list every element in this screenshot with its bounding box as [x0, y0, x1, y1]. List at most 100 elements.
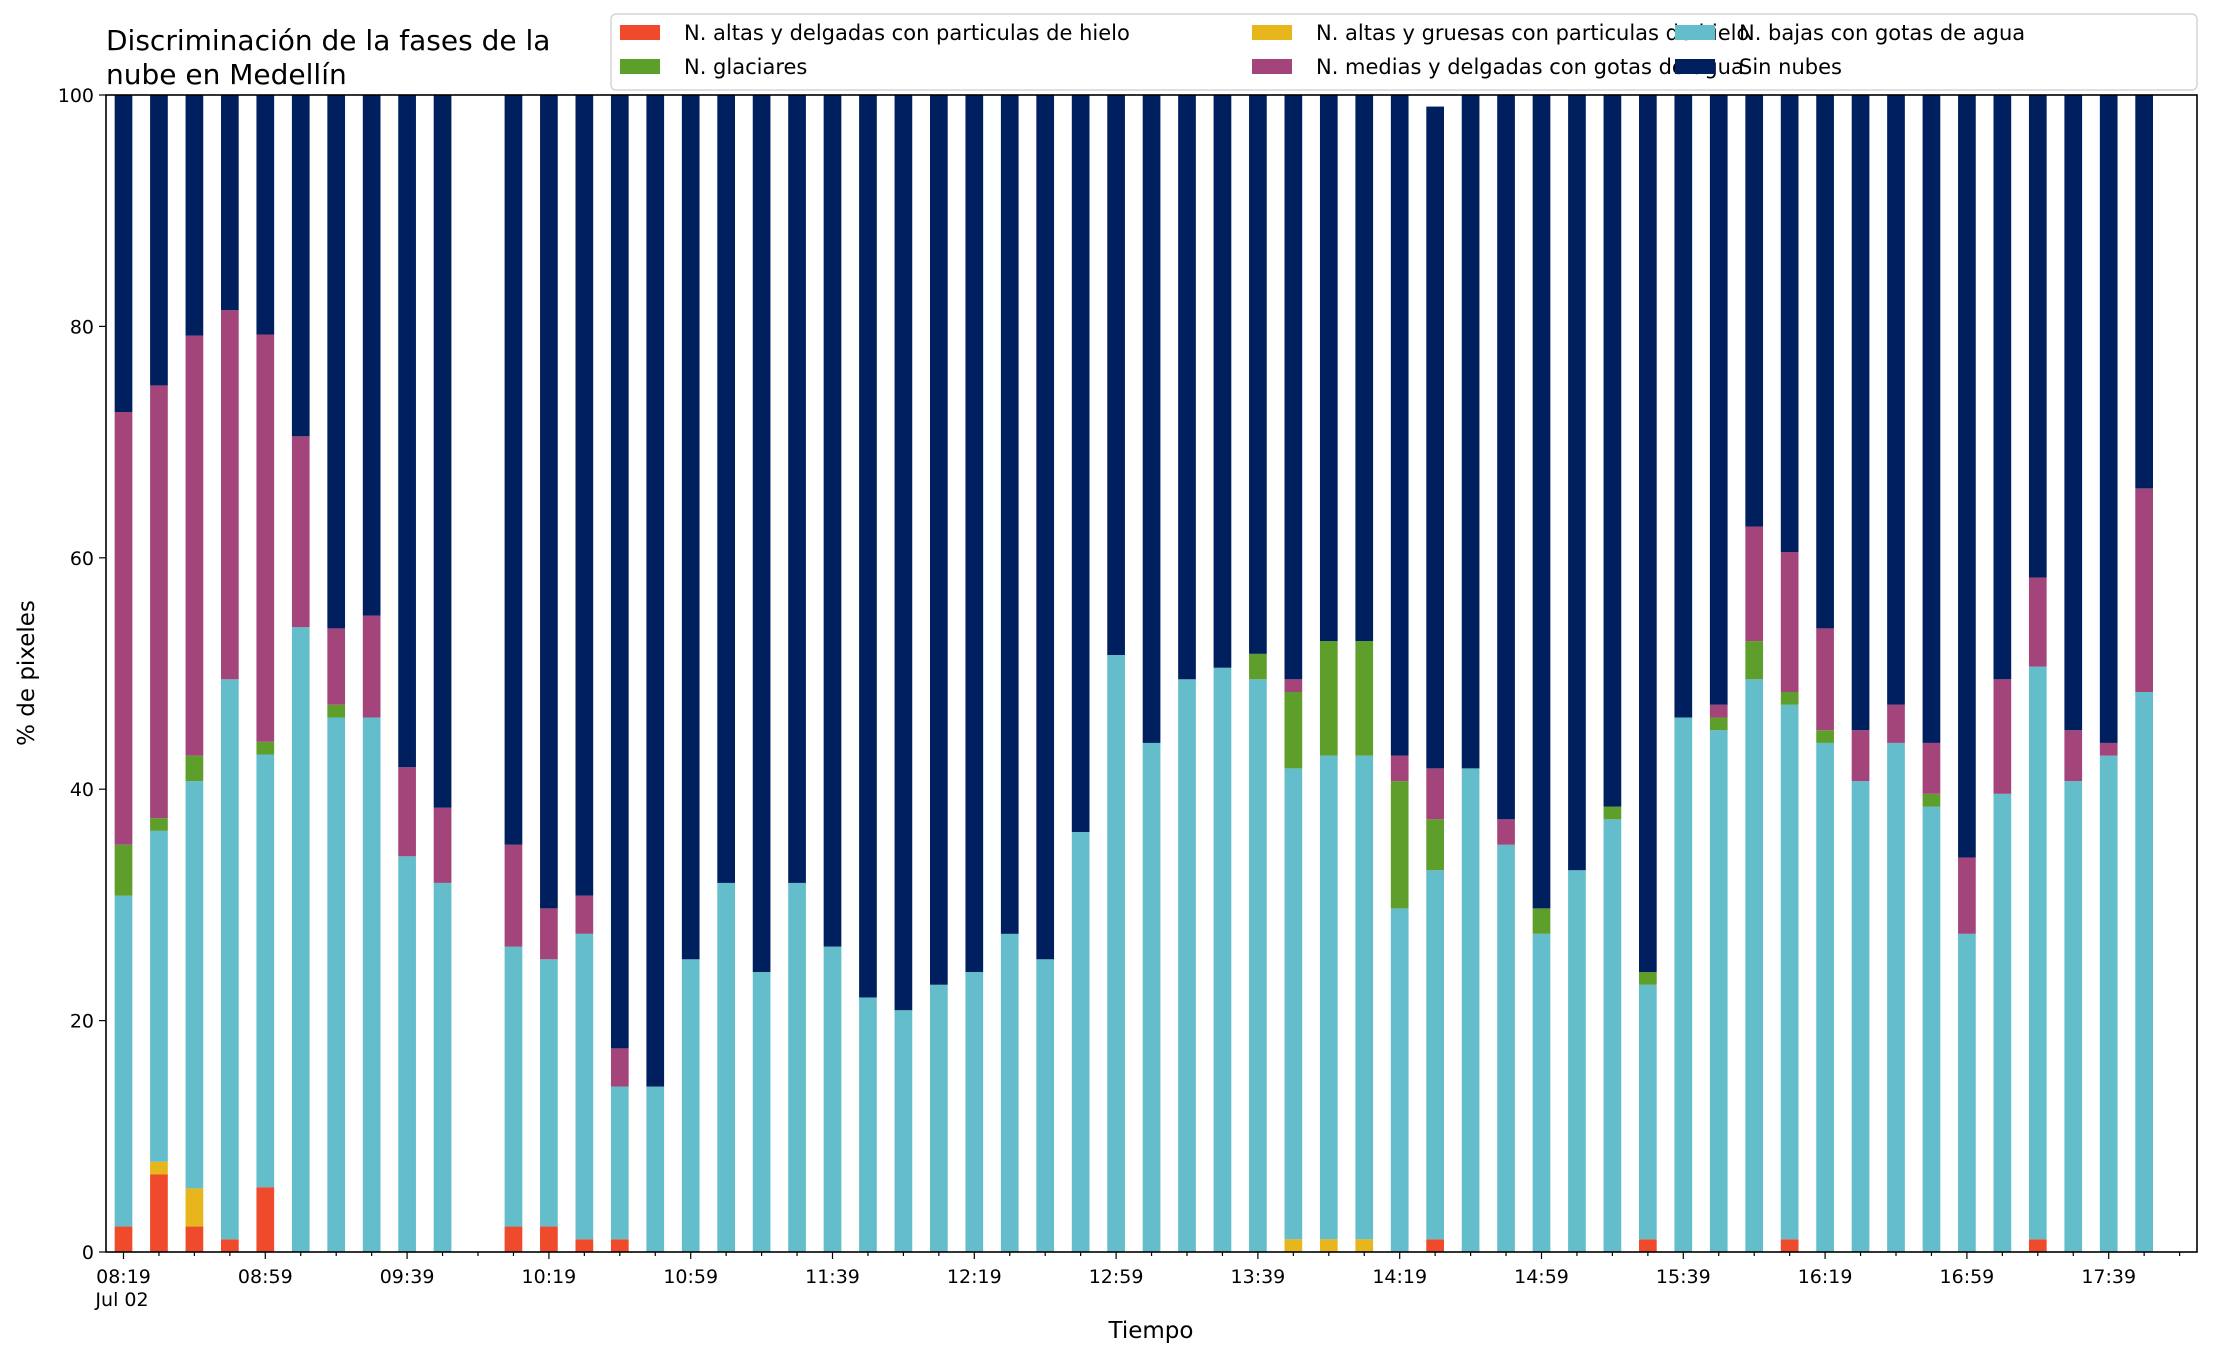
legend-swatch: [1252, 25, 1292, 40]
plot-frame: [105, 94, 2198, 1253]
x-date-label: Jul 02: [94, 1289, 148, 1311]
bar-segment-0829-s3: [150, 818, 168, 831]
bar-segment-1619-s2: [1816, 742, 1834, 1252]
bar-segment-1519-s3: [1603, 806, 1622, 820]
bar-segment-0819-s2: [114, 895, 133, 1227]
bar-segment-1529-s0: [1639, 1239, 1657, 1252]
bar-segment-0839-s2: [185, 781, 204, 1189]
bar-segment-1039-s4: [610, 1048, 629, 1087]
bar-segment-0859-s3: [256, 741, 275, 755]
bar-segment-1659-s2: [1958, 933, 1976, 1252]
legend-frame: [610, 13, 2198, 91]
bar-segment-1319-s2: [1178, 679, 1196, 1252]
bar-segment-1729-s2: [2064, 781, 2083, 1252]
y-tick-label: 100: [58, 85, 94, 107]
bar-segment-1709-s2: [1993, 793, 2012, 1252]
bar-segment-1349-s5: [1284, 95, 1303, 680]
bar-segment-0849-s0: [221, 1239, 239, 1252]
bar-segment-1339-s3: [1249, 653, 1267, 680]
bar-segment-1549-s5: [1709, 95, 1728, 705]
x-tick-label: 11:39: [805, 1266, 860, 1288]
bar-segment-1659-s5: [1958, 95, 1976, 858]
bar-segment-1559-s4: [1745, 526, 1764, 642]
bar-segment-1539-s2: [1674, 717, 1693, 1252]
bar-segment-1459-s3: [1532, 908, 1551, 934]
bar-segment-1329-s5: [1213, 95, 1232, 668]
bar-segment-0919-s5: [327, 95, 346, 629]
x-tick-label: 08:19: [96, 1266, 151, 1288]
bar-segment-1429-s0: [1426, 1239, 1444, 1252]
bar-segment-1459-s2: [1532, 933, 1551, 1252]
bar-segment-1019-s4: [540, 908, 558, 960]
bar-segment-1219-s2: [965, 972, 984, 1252]
bar-segment-1609-s2: [1780, 704, 1799, 1240]
bar-segment-1519-s5: [1603, 95, 1622, 807]
bar-segment-0829-s2: [150, 830, 168, 1162]
bar-segment-1359-s2: [1319, 755, 1338, 1240]
chart-title-line-2: nube en Medellín: [106, 58, 347, 91]
bar-segment-1749-s2: [2135, 692, 2153, 1252]
bar-segment-1259-s2: [1107, 654, 1125, 1252]
bar-segment-1049-s5: [646, 95, 665, 1087]
bar-segment-1349-s3: [1284, 692, 1303, 769]
bar-segment-1359-s1: [1319, 1239, 1338, 1252]
bar-segment-0829-s1: [150, 1161, 168, 1175]
bar-segment-1329-s2: [1213, 667, 1232, 1252]
bar-segment-0849-s4: [221, 310, 239, 680]
legend-swatch: [1675, 59, 1715, 74]
bar-segment-0909-s5: [291, 95, 310, 437]
bar-segment-1429-s2: [1426, 870, 1444, 1240]
bar-segment-1229-s5: [1000, 95, 1019, 934]
bar-segment-1639-s5: [1887, 95, 1905, 705]
legend: N. altas y delgadas con particulas de hi…: [610, 13, 2198, 91]
bar-segment-1019-s0: [540, 1226, 558, 1252]
x-tick-label: 15:39: [1656, 1266, 1711, 1288]
bar-segment-1659-s4: [1958, 857, 1976, 934]
bar-segment-1409-s5: [1355, 95, 1374, 642]
bar-segment-1439-s5: [1461, 95, 1480, 769]
y-tick-label: 60: [70, 548, 94, 570]
y-axis-title: % de pixeles: [14, 600, 40, 746]
bar-segment-1409-s3: [1355, 641, 1374, 756]
bar-segment-0949-s5: [433, 95, 452, 808]
bar-segment-1149-s5: [859, 95, 877, 998]
bar-segment-1729-s4: [2064, 730, 2083, 782]
bar-segment-1239-s5: [1036, 95, 1055, 960]
bar-segment-0919-s2: [327, 717, 346, 1252]
x-tick-label: 10:59: [663, 1266, 718, 1288]
bar-segment-1609-s3: [1780, 692, 1799, 705]
bar-segment-1709-s5: [1993, 95, 2012, 680]
bar-segment-0819-s0: [114, 1226, 133, 1252]
bar-segment-0859-s4: [256, 334, 275, 742]
bar-segment-1049-s2: [646, 1086, 665, 1252]
bar-segment-1449-s5: [1497, 95, 1515, 820]
bar-segment-0849-s5: [221, 95, 239, 311]
bar-segment-1059-s2: [681, 959, 700, 1252]
legend-label: Sin nubes: [1739, 55, 1842, 79]
bar-segment-1539-s5: [1674, 95, 1693, 718]
bar-segment-1719-s5: [2028, 95, 2047, 578]
bar-segment-0859-s0: [256, 1187, 275, 1252]
bar-segment-0849-s2: [221, 679, 239, 1240]
x-tick-label: 16:59: [1940, 1266, 1995, 1288]
bar-segment-0939-s5: [398, 95, 416, 768]
legend-label: N. medias y delgadas con gotas de agua: [1316, 55, 1744, 79]
bar-segment-1509-s5: [1568, 95, 1586, 871]
bar-segment-1719-s0: [2028, 1239, 2047, 1252]
bar-segment-0919-s4: [327, 628, 346, 705]
bar-segment-1429-s3: [1426, 819, 1444, 871]
bar-segment-1019-s2: [540, 959, 558, 1227]
bar-segment-0929-s5: [362, 95, 381, 616]
bar-segment-1129-s5: [788, 95, 806, 883]
bar-segment-1249-s5: [1071, 95, 1090, 833]
bar-segment-1349-s1: [1284, 1239, 1303, 1252]
bar-segment-1629-s4: [1851, 730, 1870, 782]
bar-segment-1039-s0: [610, 1239, 629, 1252]
x-axis-title: Tiempo: [1108, 1318, 1194, 1344]
x-axis-ticks: 08:19 08:59 09:39 10:19 10:59 11:39 12:19 12:59…: [96, 1252, 2181, 1288]
bar-segment-0839-s4: [185, 335, 204, 756]
bar-segment-1649-s5: [1922, 95, 1941, 743]
bar-segment-0909-s2: [291, 627, 310, 1252]
bar-segment-1029-s5: [575, 95, 594, 896]
